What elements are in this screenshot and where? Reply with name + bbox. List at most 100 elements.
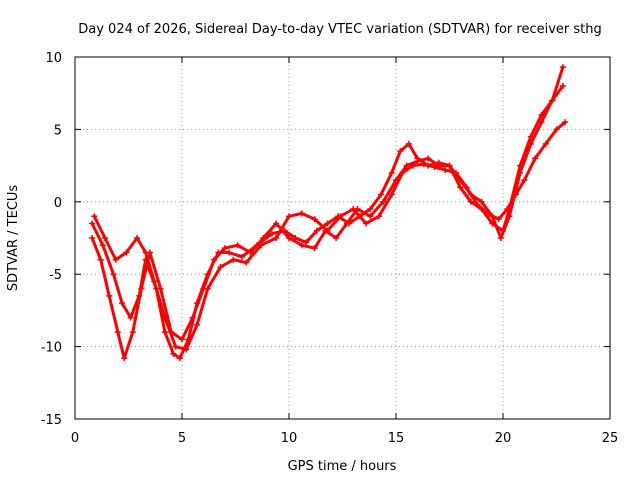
data-point [161, 329, 168, 336]
data-point [151, 278, 158, 285]
data-point [388, 191, 395, 198]
x-tick-label: 25 [602, 431, 619, 446]
data-point [234, 242, 241, 249]
data-point [121, 355, 128, 362]
data-point [495, 216, 502, 223]
plot-frame [74, 56, 611, 420]
data-point [559, 64, 566, 71]
data-point [420, 161, 427, 168]
data-point [378, 191, 385, 198]
data-point [380, 198, 387, 205]
data-point [553, 126, 560, 133]
y-tick-label: -5 [49, 268, 62, 283]
data-point [200, 285, 207, 292]
data-point [179, 336, 185, 343]
data-point [226, 249, 233, 256]
data-point [542, 140, 549, 147]
data-point [313, 227, 320, 234]
data-point [99, 242, 106, 249]
data-point [405, 140, 412, 147]
data-point [134, 235, 141, 241]
data-point [106, 292, 113, 299]
data-point [435, 162, 442, 169]
data-point [247, 249, 254, 256]
data-point [397, 148, 404, 155]
data-point [170, 350, 177, 357]
series-track-a [89, 64, 566, 362]
data-point [298, 210, 305, 217]
data-point [260, 235, 267, 241]
data-point [431, 164, 438, 171]
data-point [273, 235, 280, 241]
data-point [211, 256, 218, 263]
x-axis-label: GPS time / hours [288, 459, 397, 474]
data-point [532, 155, 539, 162]
data-point [375, 213, 382, 220]
data-point [193, 321, 200, 328]
data-point [119, 300, 126, 307]
y-tick-label: 5 [54, 123, 62, 138]
y-axis-label: SDTVAR / TECUs [6, 185, 21, 292]
data-point [367, 213, 374, 220]
data-point [221, 245, 228, 252]
data-point [110, 271, 117, 278]
data-point [89, 235, 96, 241]
data-point [273, 220, 280, 227]
y-tick-label: -10 [41, 341, 62, 356]
x-tick-label: 10 [281, 431, 298, 446]
data-point [500, 227, 506, 234]
data-point [538, 111, 545, 118]
series-track-c [89, 82, 566, 362]
data-point [425, 155, 432, 162]
grid-lines [75, 57, 610, 419]
data-point [322, 227, 329, 234]
axis-ticks: 0 5 10 15 20 25 -15 -10 -5 0 5 10 [41, 51, 619, 446]
data-point [286, 235, 292, 241]
data-point [559, 82, 566, 89]
data-point [129, 329, 136, 336]
series-track-b [91, 119, 569, 353]
data-point [333, 235, 340, 241]
data-point [97, 256, 104, 263]
data-point [478, 198, 485, 205]
data-series [89, 64, 569, 362]
data-point [446, 162, 453, 169]
x-tick-label: 20 [495, 431, 512, 446]
data-point [286, 213, 292, 220]
data-point [478, 206, 485, 213]
data-point [172, 343, 179, 350]
data-point [562, 119, 569, 126]
data-point [467, 198, 474, 205]
data-point [463, 184, 470, 191]
data-point [527, 133, 534, 140]
data-point [324, 220, 331, 227]
data-point [123, 249, 130, 256]
data-point [388, 169, 395, 176]
y-tick-label: 10 [45, 51, 62, 66]
data-point [506, 206, 513, 213]
data-point [442, 166, 449, 173]
data-point [217, 263, 224, 270]
data-point [363, 220, 370, 227]
x-tick-label: 15 [388, 431, 405, 446]
data-point [403, 162, 410, 169]
data-point [549, 97, 556, 104]
data-point [497, 235, 504, 241]
data-point [168, 329, 175, 336]
data-point [489, 220, 496, 227]
data-point [517, 162, 524, 169]
data-point [268, 230, 275, 237]
data-point [127, 314, 134, 321]
data-point [311, 245, 318, 252]
data-point [189, 314, 196, 321]
data-point [354, 206, 361, 213]
data-point [89, 220, 96, 227]
data-point [112, 256, 119, 263]
data-point [337, 213, 344, 220]
data-point [91, 213, 98, 220]
data-point [114, 329, 121, 336]
x-tick-label: 5 [178, 431, 186, 446]
data-point [367, 206, 374, 213]
data-point [146, 249, 153, 256]
